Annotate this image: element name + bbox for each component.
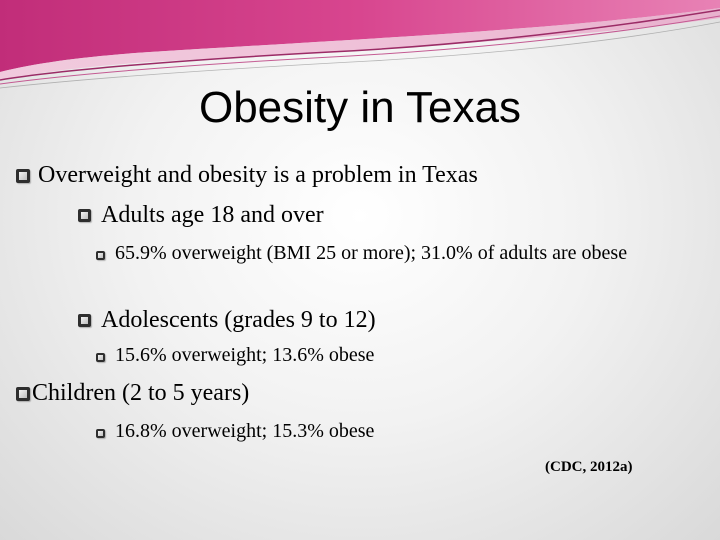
bullet-children: Children (2 to 5 years) — [16, 379, 249, 407]
bullet-text: Adolescents (grades 9 to 12) — [101, 307, 376, 333]
bullet-box-icon — [96, 353, 105, 362]
bullet-box-icon — [16, 387, 30, 401]
bullet-text: 65.9% overweight (BMI 25 or more); 31.0%… — [115, 242, 628, 264]
bullet-text: Adults age 18 and over — [101, 202, 324, 228]
bullet-text: Overweight and obesity is a problem in T… — [38, 162, 478, 188]
bullet-overweight-obesity-problem: Overweight and obesity is a problem in T… — [16, 161, 478, 189]
bullet-box-icon — [78, 209, 91, 222]
bullet-adults-stats: 65.9% overweight (BMI 25 or more); 31.0%… — [96, 241, 690, 265]
bullet-box-icon — [96, 429, 105, 438]
bullet-adolescents-stats: 15.6% overweight; 13.6% obese — [96, 343, 690, 367]
bullet-box-icon — [96, 251, 105, 260]
bullet-text: 15.6% overweight; 13.6% obese — [115, 344, 375, 366]
bullet-children-stats: 16.8% overweight; 15.3% obese — [96, 419, 690, 443]
decorative-header-swoosh — [0, 0, 720, 89]
bullet-box-icon — [78, 314, 91, 327]
bullet-text: 16.8% overweight; 15.3% obese — [115, 420, 375, 442]
citation: (CDC, 2012a) — [545, 459, 633, 475]
bullet-adolescents: Adolescents (grades 9 to 12) — [78, 306, 376, 334]
slide-title: Obesity in Texas — [198, 83, 521, 132]
bullet-text: Children (2 to 5 years) — [32, 380, 250, 406]
bullet-box-icon — [16, 169, 30, 183]
bullet-adults: Adults age 18 and over — [78, 201, 324, 229]
